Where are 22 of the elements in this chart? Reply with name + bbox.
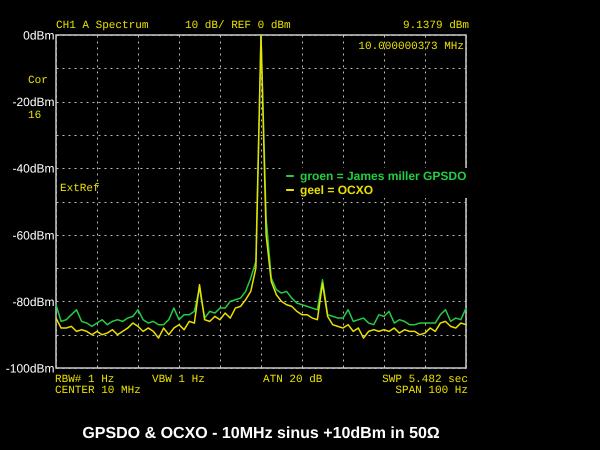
- y-tick-label: -80dBm: [12, 294, 54, 309]
- text: 9.1379 dBm: [402, 20, 470, 32]
- y-tick-label: -20dBm: [12, 95, 54, 110]
- annotation: ExtRef: [60, 183, 100, 195]
- y-tick-label: -100dBm: [6, 362, 54, 376]
- text: ATN 20 dB: [263, 374, 323, 386]
- annotation: 10.000000373 MHz: [358, 41, 464, 53]
- text: VBW 1 Hz: [152, 374, 205, 386]
- text: CH1 A Spectrum: [56, 20, 149, 32]
- legend-label: groen = James miller GPSDO: [300, 169, 466, 183]
- y-tick-label: -60dBm: [12, 228, 54, 242]
- text: RBW# 1 Hz: [55, 374, 114, 386]
- legend-label: geel = OCXO: [300, 183, 374, 197]
- y-tick-label: -40dBm: [12, 162, 54, 176]
- text: 10 dB/ REF 0 dBm: [185, 20, 292, 32]
- text: GPSDO & OCXO - 10MHz sinus +10dBm in 50Ω: [82, 425, 440, 442]
- text: SPAN 100 Hz: [395, 385, 468, 397]
- y-tick-label: 0dBm: [23, 28, 54, 42]
- text: SWP 5.482 sec: [382, 374, 468, 386]
- text: CENTER 10 MHz: [55, 385, 141, 397]
- text: Cor: [28, 75, 48, 87]
- text: 16: [28, 110, 42, 122]
